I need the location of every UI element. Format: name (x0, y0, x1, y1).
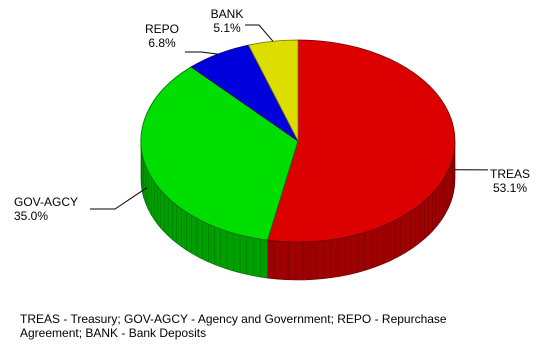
slice-value-repo: 6.8% (148, 36, 176, 50)
slice-label-treas: TREAS (490, 167, 530, 181)
chart-footnote: TREAS - Treasury; GOV-AGCY - Agency and … (20, 312, 447, 340)
slice-label-repo: REPO (145, 22, 179, 36)
slice-label-gov-agcy: GOV-AGCY (14, 195, 78, 209)
slice-value-gov-agcy: 35.0% (14, 209, 48, 223)
slice-value-treas: 53.1% (493, 181, 527, 195)
leader-line-bank (245, 24, 274, 42)
slice-label-bank: BANK (211, 7, 244, 21)
slice-treas (267, 39, 456, 243)
slice-value-bank: 5.1% (213, 21, 241, 35)
slice-gov-agcy (140, 66, 299, 241)
leader-line-gov-agcy (90, 187, 148, 210)
leader-line-repo (185, 51, 219, 55)
